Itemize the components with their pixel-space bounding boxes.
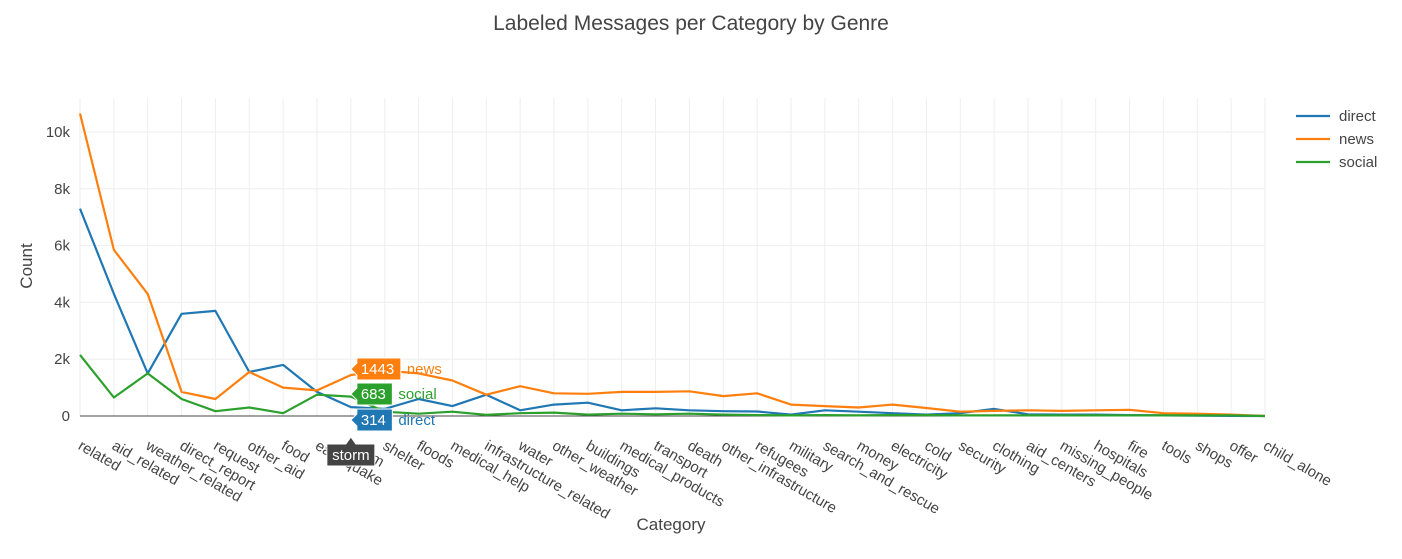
legend-label-direct: direct [1339,108,1377,125]
series-line-social[interactable] [79,354,1266,418]
y-tick-label: 8k [54,181,70,198]
hover-name-news: news [407,361,442,378]
hover-value-direct: 314 [361,412,386,429]
legend-label-social: social [1339,154,1377,171]
hover-name-social: social [398,386,436,403]
x-axis-title: Category [637,515,706,534]
x-tick-label: shops [1192,437,1235,472]
hover-category-box [326,436,376,467]
hover-box-social [350,382,393,406]
y-tick-label: 10k [46,124,71,141]
y-tick-label: 0 [62,408,70,425]
legend-label-news: news [1339,131,1374,148]
chart-title: Labeled Messages per Category by Genre [493,12,889,35]
y-tick-label: 2k [54,351,70,368]
y-axis-title: Count [17,243,36,289]
y-tick-label: 4k [54,294,70,311]
hover-name-direct: direct [398,412,436,429]
hover-category-label: storm [332,447,370,464]
x-tick-label: tools [1159,437,1195,468]
series-line-news[interactable] [78,113,1266,418]
hover-box-direct [350,408,393,432]
hover-value-news: 1443 [361,361,394,378]
hover-value-social: 683 [361,386,386,403]
hover-box-news [350,357,402,381]
series-line-direct[interactable] [78,208,1266,418]
y-tick-label: 6k [54,238,70,255]
x-tick-label: child_alone [1260,437,1334,490]
